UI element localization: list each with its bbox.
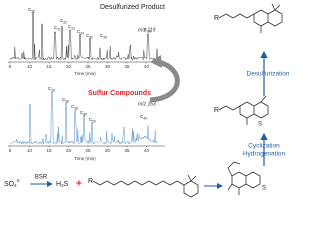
tick-label: 40: [144, 64, 150, 69]
tick-label: 15: [46, 64, 52, 69]
bottom-chromatogram: m/z 163 5 10 15 20 25 30 35 40 Time (min): [8, 91, 165, 161]
peak-label: C22: [60, 18, 67, 24]
curved-arrow: [149, 59, 180, 103]
peak-sub: 18: [74, 106, 78, 110]
peak-label: C24: [77, 29, 84, 35]
peak-sub: 21: [57, 27, 61, 31]
ion-label: m/z 163: [138, 101, 156, 107]
tick-label: 35: [124, 148, 130, 153]
peak-sub: 16: [65, 99, 69, 103]
axis-label: Time (min): [74, 156, 96, 161]
peak-sub: 25: [89, 35, 93, 39]
peak-label: C19: [80, 110, 87, 116]
peak-base: C: [100, 33, 104, 38]
peak-base: C: [60, 18, 64, 23]
top-chromatogram: Desulfurized Product m/z 119 5 10 15 20 25 30…: [8, 4, 165, 76]
peak-label: C21: [54, 25, 61, 31]
step-label: BSR: [35, 175, 48, 181]
ion-label: m/z 119: [138, 27, 156, 33]
tick-label: 10: [27, 64, 33, 69]
peak-label: C15: [48, 86, 55, 92]
r-group: R: [214, 15, 219, 22]
structure-top: R: [214, 3, 283, 33]
peak-label: C28: [144, 27, 151, 33]
tick-label: 40: [144, 148, 150, 153]
sulfate: SO42-: [4, 178, 21, 188]
panel-title: Desulfurized Product: [100, 4, 165, 11]
peak-label: C40: [140, 114, 147, 120]
peak-sub: 26: [103, 35, 107, 39]
peak-sub: 40: [143, 116, 147, 120]
peak-sub: 23: [71, 26, 75, 30]
plus: +: [76, 179, 82, 190]
peak-label: C20: [89, 117, 96, 123]
peak-sub: 22: [63, 20, 67, 24]
tick-label: 10: [27, 148, 33, 153]
tick-label: 35: [124, 64, 130, 69]
peak-label: C25: [86, 33, 93, 39]
peak-sub: 20: [31, 9, 35, 13]
tick-label: 25: [85, 64, 91, 69]
peak-base: C: [140, 114, 144, 119]
step-label: Hydrogenation: [243, 151, 286, 158]
sulfur-atom: S: [258, 122, 262, 128]
tick-label: 25: [85, 148, 91, 153]
peak-base: C: [144, 27, 148, 32]
peak-label: C26: [100, 33, 107, 39]
peak-sub: 19: [83, 112, 87, 116]
peak-sub: 24: [80, 31, 84, 35]
peak-label: C16: [62, 97, 69, 103]
structure-middle: R S: [214, 95, 269, 128]
structure-bottom: S: [227, 161, 266, 195]
peak-base: C: [28, 7, 32, 12]
graphical-abstract: Desulfurized Product m/z 119 5 10 15 20 25 30…: [4, 3, 290, 198]
peak-base: C: [68, 24, 72, 29]
tick-label: 5: [9, 64, 12, 69]
step-label: Desulfurization: [247, 71, 290, 78]
peak-label: C23: [68, 24, 75, 30]
peak-base: C: [71, 104, 75, 109]
step-label: Cyclization: [248, 143, 280, 150]
axis-label: Time (min): [74, 71, 96, 76]
tick-label: 20: [66, 64, 72, 69]
r-group: R: [88, 178, 93, 185]
peak-sub: 15: [51, 88, 55, 92]
peak-base: C: [89, 117, 93, 122]
peak-base: C: [80, 110, 84, 115]
tick-label: 30: [105, 64, 111, 69]
peak-base: C: [86, 33, 90, 38]
r-group: R: [214, 107, 219, 114]
sulfur-atom: S: [262, 186, 266, 192]
peak-base: C: [62, 97, 66, 102]
peak-base: C: [48, 86, 52, 91]
tick-label: 15: [46, 148, 52, 153]
peak-label: C18: [71, 104, 78, 110]
h2s: H2S: [56, 181, 69, 188]
tick-label: 5: [9, 148, 12, 153]
peak-label: C20: [28, 7, 35, 13]
tick-label: 20: [66, 148, 72, 153]
arrow-head: [150, 55, 162, 68]
sulfur-label: Sulfur Compounds: [88, 90, 151, 97]
peak-base: C: [54, 25, 58, 30]
peak-sub: 28: [147, 29, 151, 33]
tick-label: 30: [105, 148, 111, 153]
peak-sub: 20: [92, 119, 96, 123]
peak-base: C: [77, 29, 81, 34]
